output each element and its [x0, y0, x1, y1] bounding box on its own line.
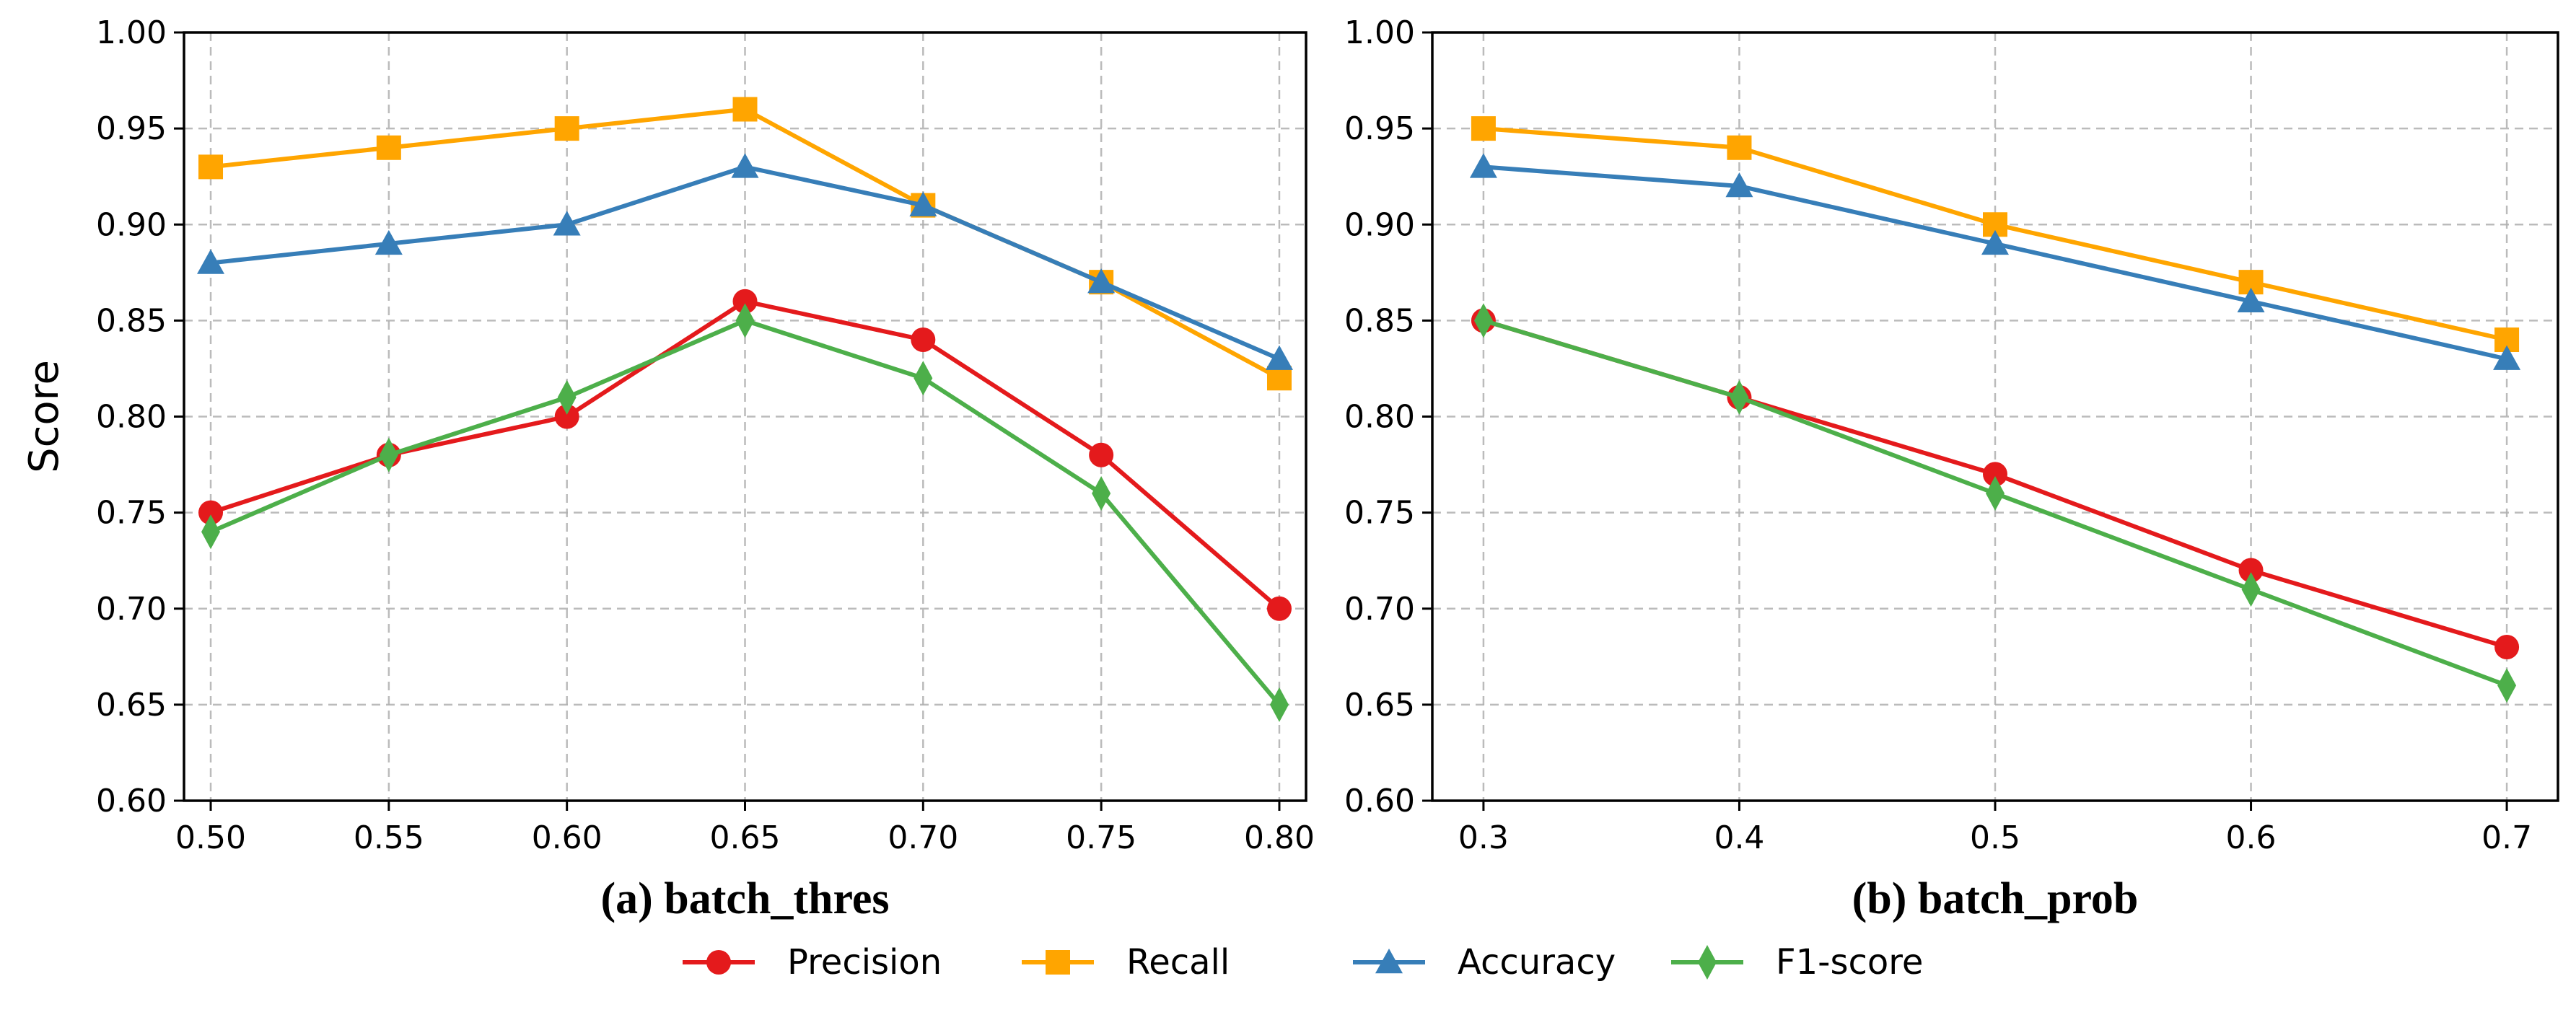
- x-tick-label: 0.6: [2226, 819, 2277, 856]
- x-tick-label: 0.7: [2481, 819, 2532, 856]
- y-tick-label: 0.80: [1344, 399, 1415, 436]
- series-f1-score: [201, 303, 1289, 722]
- data-point-recall: [1727, 135, 1752, 160]
- legend-label: Precision: [787, 942, 942, 982]
- series-recall: [1471, 116, 2520, 352]
- legend-item-f1-score: F1-score: [1671, 942, 1923, 982]
- y-tick-label: 0.70: [1344, 591, 1415, 628]
- data-point-accuracy: [1087, 268, 1116, 294]
- legend-item-recall: Recall: [1022, 942, 1230, 982]
- data-point-precision: [2238, 558, 2264, 583]
- y-tick-label: 1.00: [1344, 14, 1415, 51]
- legend-marker-diamond: [1698, 945, 1717, 980]
- legend-marker-circle: [706, 950, 731, 975]
- data-point-precision: [1266, 596, 1292, 621]
- legend-label: Recall: [1126, 942, 1230, 982]
- x-tick-label: 0.65: [710, 819, 781, 856]
- x-tick-label: 0.3: [1458, 819, 1509, 856]
- data-point-accuracy: [1725, 172, 1753, 198]
- data-point-precision: [732, 289, 758, 314]
- data-point-accuracy: [1981, 229, 2009, 255]
- data-point-f1-score: [1730, 379, 1749, 415]
- data-point-f1-score: [1269, 687, 1289, 722]
- x-tick-label: 0.80: [1244, 819, 1315, 856]
- y-tick-label: 0.75: [96, 495, 167, 532]
- y-tick-label: 0.60: [1344, 783, 1415, 819]
- data-point-precision: [554, 404, 579, 429]
- data-point-recall: [554, 116, 579, 141]
- data-point-recall: [1266, 366, 1292, 391]
- y-tick-label: 0.70: [96, 591, 167, 628]
- legend-marker-triangle: [1375, 949, 1403, 974]
- y-tick-label: 0.90: [1344, 206, 1415, 243]
- y-tick-label: 0.80: [96, 399, 167, 436]
- y-tick-label: 0.85: [1344, 302, 1415, 339]
- y-tick-label: 0.85: [96, 302, 167, 339]
- data-point-accuracy: [553, 211, 581, 236]
- data-point-accuracy: [374, 229, 403, 255]
- x-tick-label: 0.5: [1970, 819, 2020, 856]
- legend-marker-square: [1046, 950, 1070, 975]
- data-point-recall: [198, 154, 224, 180]
- legend-item-precision: Precision: [683, 942, 942, 982]
- x-tick-label: 0.60: [532, 819, 603, 856]
- data-point-f1-score: [1986, 476, 2005, 511]
- y-tick-label: 0.65: [1344, 687, 1415, 724]
- y-tick-label: 1.00: [96, 14, 167, 51]
- data-point-f1-score: [735, 303, 755, 338]
- data-point-accuracy: [1469, 153, 1497, 178]
- data-point-accuracy: [197, 249, 225, 274]
- y-tick-label: 0.90: [96, 206, 167, 243]
- x-tick-label: 0.70: [888, 819, 958, 856]
- subplot-caption: (a) batch_thres: [600, 874, 889, 923]
- data-point-accuracy: [1265, 345, 1293, 370]
- data-point-precision: [1089, 442, 1114, 467]
- data-point-f1-score: [379, 437, 398, 472]
- legend-label: F1-score: [1776, 942, 1923, 982]
- data-point-recall: [376, 135, 401, 160]
- subplot-caption: (b) batch_prob: [1852, 874, 2139, 923]
- series-f1-score: [1473, 303, 2517, 703]
- data-point-precision: [911, 327, 936, 352]
- legend-label: Accuracy: [1458, 942, 1616, 982]
- subplot-b: 0.60 0.65 0.70 0.75 0.80 0.85 0.90 0.95 1.00 0.3 0…: [1344, 14, 2559, 923]
- data-point-f1-score: [2241, 572, 2261, 607]
- y-tick-label: 0.60: [96, 783, 167, 819]
- data-point-f1-score: [2497, 668, 2517, 703]
- data-point-recall: [1471, 116, 1496, 141]
- y-tick-label: 0.75: [1344, 495, 1415, 532]
- data-point-precision: [198, 500, 224, 525]
- x-tick-label: 0.75: [1066, 819, 1136, 856]
- data-point-precision: [2494, 635, 2520, 659]
- data-point-f1-score: [1473, 303, 1493, 338]
- data-point-f1-score: [1092, 476, 1111, 511]
- x-tick-label: 0.4: [1714, 819, 1764, 856]
- data-point-f1-score: [201, 514, 221, 550]
- series-accuracy: [1469, 153, 2521, 370]
- legend: Precision Recall Accuracy F1-score: [683, 942, 1923, 982]
- series-accuracy: [197, 153, 1293, 370]
- data-point-precision: [1983, 462, 2007, 487]
- y-tick-label: 0.95: [96, 110, 167, 147]
- data-point-accuracy: [2493, 345, 2521, 370]
- data-point-recall: [732, 97, 758, 122]
- data-point-accuracy: [909, 191, 937, 216]
- x-tick-label: 0.55: [354, 819, 424, 856]
- x-tick-label: 0.50: [175, 819, 246, 856]
- data-point-f1-score: [914, 361, 933, 396]
- subplot-a: 0.60 0.65 0.70 0.75 0.80 0.85 0.90 0.95 1.00 0.50…: [21, 14, 1315, 923]
- y-tick-label: 0.95: [1344, 110, 1415, 147]
- data-point-accuracy: [2237, 287, 2265, 312]
- y-axis-label: Score: [21, 360, 68, 473]
- legend-item-accuracy: Accuracy: [1353, 942, 1616, 982]
- data-point-f1-score: [557, 379, 577, 415]
- y-tick-label: 0.65: [96, 687, 167, 724]
- data-point-accuracy: [731, 153, 759, 178]
